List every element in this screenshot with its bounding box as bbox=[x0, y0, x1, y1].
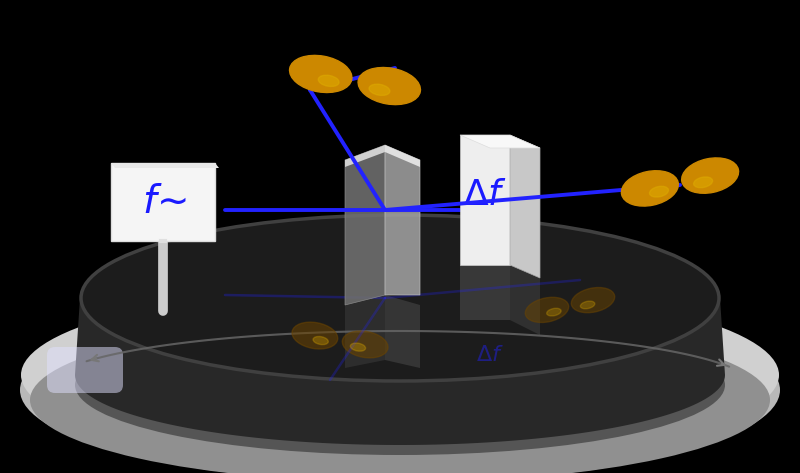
Ellipse shape bbox=[290, 55, 352, 93]
Polygon shape bbox=[460, 135, 540, 148]
Ellipse shape bbox=[682, 158, 738, 193]
Ellipse shape bbox=[571, 288, 614, 313]
Polygon shape bbox=[385, 295, 420, 368]
Ellipse shape bbox=[546, 308, 561, 316]
Polygon shape bbox=[345, 145, 385, 167]
Ellipse shape bbox=[526, 298, 569, 323]
Text: $\Delta f$: $\Delta f$ bbox=[476, 345, 504, 365]
Ellipse shape bbox=[342, 331, 388, 358]
Ellipse shape bbox=[313, 336, 328, 345]
Polygon shape bbox=[460, 265, 510, 320]
Polygon shape bbox=[385, 145, 420, 167]
Polygon shape bbox=[345, 295, 385, 368]
Polygon shape bbox=[345, 145, 385, 305]
Ellipse shape bbox=[80, 214, 720, 382]
Ellipse shape bbox=[318, 75, 339, 87]
Ellipse shape bbox=[20, 298, 780, 473]
Ellipse shape bbox=[694, 177, 713, 188]
Ellipse shape bbox=[622, 171, 678, 206]
Polygon shape bbox=[111, 163, 219, 168]
Polygon shape bbox=[111, 163, 215, 241]
Ellipse shape bbox=[369, 84, 390, 96]
Ellipse shape bbox=[650, 186, 669, 197]
Ellipse shape bbox=[350, 343, 366, 351]
Ellipse shape bbox=[75, 315, 725, 455]
Ellipse shape bbox=[30, 317, 770, 473]
Text: $\Delta f$: $\Delta f$ bbox=[463, 178, 507, 212]
Ellipse shape bbox=[580, 301, 595, 309]
Ellipse shape bbox=[292, 322, 338, 349]
Polygon shape bbox=[460, 135, 510, 265]
Ellipse shape bbox=[21, 285, 779, 465]
Polygon shape bbox=[510, 135, 540, 278]
Text: $f\!\sim$: $f\!\sim$ bbox=[142, 183, 188, 221]
Ellipse shape bbox=[358, 68, 421, 105]
FancyBboxPatch shape bbox=[47, 347, 123, 393]
Polygon shape bbox=[510, 265, 540, 335]
Polygon shape bbox=[75, 298, 725, 445]
Polygon shape bbox=[385, 145, 420, 295]
